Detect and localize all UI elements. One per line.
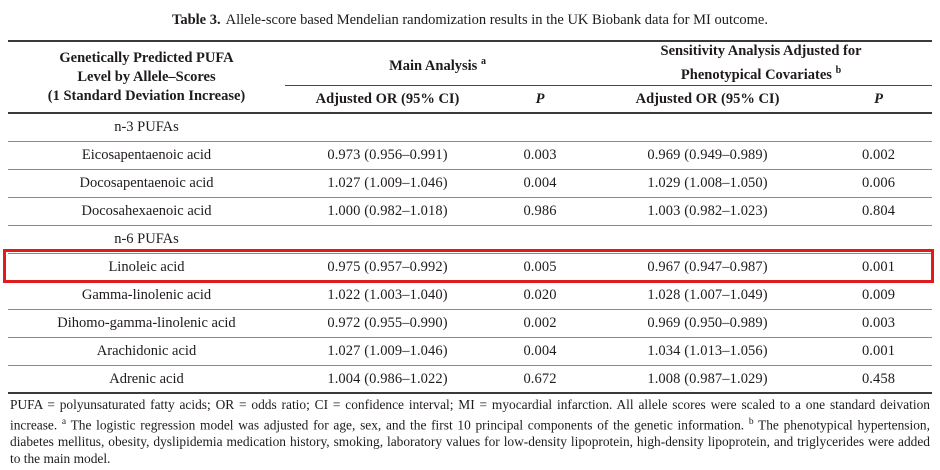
main-or-column-header: Adjusted OR (95% CI) [315, 90, 460, 107]
main-analysis-footnote-mark: a [480, 55, 486, 67]
sensitivity-or-value: 0.969 (0.949–0.989) [647, 146, 768, 163]
row-label: Arachidonic acid [96, 342, 197, 359]
sensitivity-or-value: 1.029 (1.008–1.050) [647, 174, 768, 191]
stub-header: Genetically Predicted PUFA Level by Alle… [8, 41, 285, 113]
row-label: Adrenic acid [109, 370, 184, 387]
stub-header-line1: Genetically Predicted PUFA [59, 49, 234, 66]
main-p-value: 0.672 [523, 370, 557, 387]
sensitivity-p-value: 0.804 [861, 202, 896, 219]
results-table: Genetically Predicted PUFA Level by Alle… [8, 40, 933, 394]
sensitivity-footnote-mark: b [835, 65, 842, 76]
sensitivity-or-value: 1.003 (0.982–1.023) [647, 202, 768, 219]
table-footnote: PUFA = polyunsaturated fatty acids; OR =… [10, 397, 930, 468]
table-row: Docosapentaenoic acid 1.027 (1.009–1.046)… [8, 169, 933, 198]
main-or-value: 1.000 (0.982–1.018) [327, 202, 448, 219]
section-label: n-6 PUFAs [114, 230, 179, 247]
table-row: Docosahexaenoic acid 1.000 (0.982–1.018) 0… [8, 197, 933, 226]
main-or-value: 0.973 (0.956–0.991) [327, 146, 448, 163]
main-p-value: 0.002 [523, 314, 557, 331]
row-label: Dihomo-gamma-linolenic acid [57, 314, 236, 331]
main-p-column-header: P [535, 90, 545, 107]
main-p-value: 0.004 [523, 174, 557, 191]
row-label: Docosapentaenoic acid [79, 174, 214, 191]
table-caption-text: Allele-score based Mendelian randomizati… [225, 11, 768, 28]
main-or-value: 0.972 (0.955–0.990) [327, 314, 448, 331]
stub-header-line2: Level by Allele–Scores [77, 68, 216, 85]
sensitivity-p-value: 0.002 [861, 146, 896, 163]
main-or-value: 1.027 (1.009–1.046) [327, 342, 448, 359]
table-caption-number: Table 3. [171, 11, 221, 28]
table-row: Gamma-linolenic acid 1.022 (1.003–1.040) 0… [8, 281, 933, 310]
sensitivity-label-line2: Phenotypical Covariates [680, 66, 832, 83]
table-row: Adrenic acid 1.004 (0.986–1.022) 0.672 1.00… [8, 365, 933, 394]
sensitivity-or-value: 1.008 (0.987–1.029) [647, 370, 768, 387]
sensitivity-p-value: 0.003 [861, 314, 896, 331]
table-row: Linoleic acid 0.975 (0.957–0.992) 0.005 0.9… [8, 253, 933, 282]
footnote-sensitivity-model: The phenotypical hypertension, diabetes … [10, 417, 930, 466]
section-row: n-3 PUFAs [8, 113, 933, 142]
footnote-mark-b: b [748, 416, 754, 427]
main-p-value: 0.004 [523, 342, 557, 359]
sensitivity-or-value: 1.028 (1.007–1.049) [647, 286, 768, 303]
table-header: Genetically Predicted PUFA Level by Alle… [8, 41, 933, 114]
main-analysis-label: Main Analysis [389, 57, 478, 74]
row-label: Gamma-linolenic acid [81, 286, 212, 303]
row-label: Linoleic acid [108, 258, 185, 275]
main-p-value: 0.020 [523, 286, 557, 303]
main-or-value: 1.004 (0.986–1.022) [327, 370, 448, 387]
footnote-mark-a: a [61, 416, 67, 427]
table-body: n-3 PUFAs Eicosapentaenoic acid 0.973 (0.9… [8, 113, 933, 394]
main-or-value: 1.022 (1.003–1.040) [327, 286, 448, 303]
table-row: Arachidonic acid 1.027 (1.009–1.046) 0.004… [8, 337, 933, 366]
main-or-value: 0.975 (0.957–0.992) [327, 258, 448, 275]
section-label: n-3 PUFAs [114, 119, 179, 136]
sensitivity-or-column-header: Adjusted OR (95% CI) [635, 90, 780, 107]
sensitivity-or-value: 0.969 (0.950–0.989) [647, 314, 768, 331]
sensitivity-p-value: 0.458 [861, 370, 896, 387]
stub-header-line3: (1 Standard Deviation Increase) [47, 87, 246, 104]
footnote-abbreviations: PUFA = polyunsaturated fatty acids; OR =… [10, 397, 930, 433]
sensitivity-analysis-header: Sensitivity Analysis Adjusted for Phenot… [590, 41, 933, 86]
row-label: Docosahexaenoic acid [81, 202, 212, 219]
main-or-value: 1.027 (1.009–1.046) [327, 174, 448, 191]
sensitivity-p-value: 0.001 [861, 258, 896, 275]
sensitivity-or-value: 0.967 (0.947–0.987) [647, 258, 768, 275]
footnote-main-model: The logistic regression model was adjust… [66, 417, 749, 433]
sensitivity-or-value: 1.034 (1.013–1.056) [647, 342, 768, 359]
main-analysis-header: Main Analysis a [285, 41, 591, 86]
main-p-value: 0.003 [523, 146, 557, 163]
table-row: Dihomo-gamma-linolenic acid 0.972 (0.955–… [8, 309, 933, 338]
main-p-value: 0.005 [523, 258, 557, 275]
table-caption: Table 3. Allele-score based Mendelian ra… [0, 0, 940, 40]
row-label: Eicosapentaenoic acid [81, 146, 212, 163]
section-row: n-6 PUFAs [8, 225, 933, 254]
sensitivity-p-column-header: P [874, 90, 883, 107]
table-row: Eicosapentaenoic acid 0.973 (0.956–0.991)… [8, 141, 933, 170]
sensitivity-p-value: 0.006 [861, 174, 896, 191]
sensitivity-p-value: 0.001 [861, 342, 896, 359]
sensitivity-p-value: 0.009 [861, 286, 896, 303]
main-p-value: 0.986 [523, 202, 557, 219]
sensitivity-label-line1: Sensitivity Analysis Adjusted for [660, 43, 862, 59]
